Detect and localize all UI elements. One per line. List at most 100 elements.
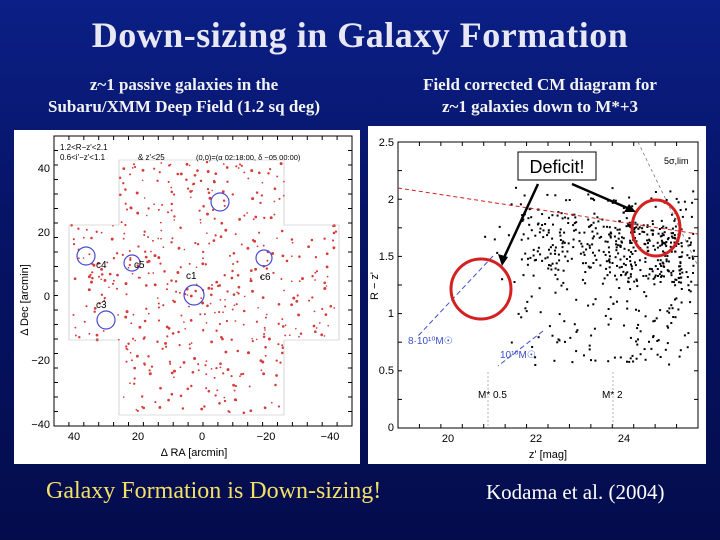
cm-point — [625, 258, 628, 260]
cm-point — [668, 307, 671, 310]
cm-point — [690, 280, 693, 283]
cm-point — [576, 329, 579, 332]
sky-point — [246, 246, 250, 250]
cm-point — [631, 267, 634, 270]
sky-point — [295, 327, 297, 330]
sky-point — [298, 280, 301, 283]
sky-point — [236, 260, 239, 263]
sky-point — [137, 276, 140, 279]
sky-ytick: −20 — [31, 355, 50, 367]
sky-point — [183, 321, 185, 323]
cm-point — [675, 297, 678, 300]
cm-point — [674, 284, 677, 287]
cm-point — [569, 336, 572, 339]
cm-point — [531, 346, 534, 348]
sky-point — [118, 176, 122, 180]
cm-xlabel: z' [mag] — [529, 449, 567, 461]
sky-point — [167, 180, 170, 183]
sky-point — [210, 287, 214, 290]
cm-point — [671, 227, 674, 230]
sky-point — [263, 332, 266, 336]
cm-point — [537, 246, 540, 249]
cm-point — [629, 288, 632, 291]
cm-point — [633, 280, 636, 283]
cm-point — [578, 231, 581, 234]
cm-ytick: 0 — [388, 422, 394, 434]
cm-point — [619, 246, 622, 248]
sky-xlabel: Δ RA [arcmin] — [161, 447, 228, 459]
sky-point — [157, 306, 161, 309]
cm-point — [551, 237, 554, 240]
sky-point — [237, 292, 240, 295]
sky-xtick: 40 — [68, 431, 80, 443]
sky-point — [95, 333, 99, 337]
cm-point — [582, 262, 584, 265]
cm-point — [616, 264, 618, 267]
cm-point — [642, 275, 645, 277]
cm-point — [661, 241, 664, 244]
cm-point — [537, 222, 540, 225]
sky-point — [234, 320, 237, 322]
cm-point — [564, 340, 566, 343]
sky-point — [283, 289, 285, 292]
cm-point — [632, 246, 635, 249]
sky-point — [91, 276, 94, 280]
sky-point — [200, 297, 203, 299]
sky-point — [239, 375, 241, 378]
cm-point — [627, 249, 630, 252]
sky-point — [270, 401, 273, 404]
sky-point — [188, 343, 191, 346]
cm-point — [634, 202, 637, 205]
cm-point — [620, 240, 623, 243]
sky-point — [226, 180, 229, 183]
cm-point — [680, 228, 683, 231]
cm-point — [675, 278, 678, 281]
cm-point — [659, 235, 662, 238]
sky-point — [249, 269, 253, 272]
sky-point — [127, 342, 130, 345]
sky-point — [143, 197, 146, 199]
cm-point — [587, 304, 590, 307]
sky-point — [232, 251, 236, 255]
cm-point — [587, 265, 590, 268]
cm-point — [622, 262, 625, 265]
cm-point — [521, 219, 524, 222]
cm-point — [558, 231, 561, 234]
sky-point — [273, 187, 277, 190]
cm-point — [546, 234, 549, 237]
sky-point — [202, 257, 204, 260]
sky-point — [242, 372, 245, 376]
cm-point — [648, 267, 651, 270]
cm-point — [679, 256, 682, 258]
cm-point — [635, 278, 638, 281]
cm-point — [626, 360, 628, 363]
sky-point — [157, 208, 160, 211]
cm-point — [663, 231, 666, 234]
cm-point — [606, 274, 609, 277]
sky-point — [122, 167, 126, 171]
cm-ytick: 1.5 — [379, 251, 394, 263]
cm-point — [683, 334, 686, 337]
sky-point — [163, 270, 166, 273]
cm-point — [634, 264, 637, 267]
sky-point — [292, 296, 296, 300]
sky-point — [236, 291, 238, 294]
sky-point — [242, 411, 246, 415]
sky-point — [243, 171, 246, 174]
cm-point — [520, 238, 523, 241]
cm-point — [534, 364, 537, 366]
cm-point — [680, 255, 683, 258]
sky-point — [191, 370, 195, 374]
cm-point — [584, 262, 587, 265]
sky-point — [240, 243, 243, 246]
cm-point — [541, 213, 544, 216]
sky-point — [243, 214, 246, 217]
sky-point — [170, 392, 174, 396]
sky-point — [160, 162, 163, 164]
sky-point — [259, 359, 263, 363]
cm-point — [629, 255, 631, 258]
sky-point — [298, 255, 301, 258]
cm-point — [678, 265, 681, 268]
sky-point — [284, 324, 287, 327]
cm-point — [548, 264, 550, 267]
